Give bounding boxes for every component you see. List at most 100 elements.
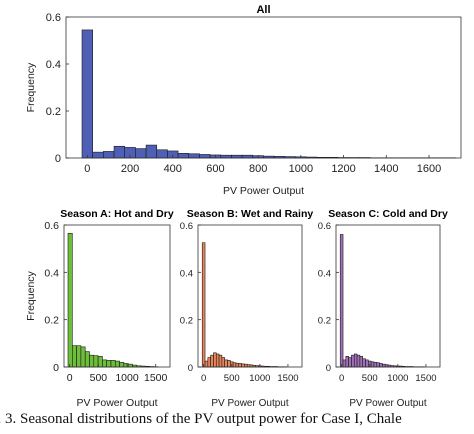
chart-title: All: [256, 4, 270, 16]
histogram-bar: [224, 359, 228, 368]
y-axis-label: Frequency: [25, 62, 37, 112]
x-tick-label: 0: [67, 372, 73, 384]
histogram-bar: [123, 363, 129, 368]
histogram-bar: [373, 361, 378, 368]
x-tick-label: 400: [164, 163, 182, 175]
y-tick-label: 0.6: [44, 220, 59, 232]
y-tick-label: 0.4: [318, 268, 331, 279]
histogram-bar: [238, 363, 242, 368]
x-tick-label: 1000: [115, 372, 139, 384]
y-tick-label: 0: [326, 363, 331, 374]
x-tick-label: 800: [249, 163, 267, 175]
histogram-bar: [231, 154, 243, 159]
histogram-bar: [177, 153, 190, 159]
x-tick-label: 500: [224, 373, 240, 384]
histogram-bar: [232, 362, 237, 368]
histogram-bar: [362, 358, 366, 368]
histogram-bar: [241, 154, 254, 159]
x-axis-label: PV Power Output: [223, 185, 304, 197]
histogram-bar: [145, 144, 158, 159]
axes-frame: [335, 224, 441, 368]
y-tick-label: 0.6: [46, 12, 61, 24]
y-axis-label: Frequency: [25, 270, 37, 320]
x-tick-label: 1500: [277, 373, 298, 384]
histogram-bar: [207, 357, 211, 368]
x-tick-label: 500: [90, 372, 108, 384]
histogram-bar: [227, 360, 231, 368]
histogram-bar: [81, 29, 93, 159]
x-tick-label: 0: [339, 373, 344, 384]
histogram-bar: [72, 345, 77, 368]
histogram-bar: [221, 357, 225, 368]
histogram-bar: [215, 353, 220, 368]
y-tick-label: 0.4: [44, 267, 59, 279]
y-tick-label: 0.4: [46, 59, 61, 71]
x-tick-label: 1400: [374, 163, 398, 175]
histogram-bar: [92, 151, 104, 159]
histogram-bar: [241, 363, 245, 368]
x-tick-label: 1200: [331, 163, 355, 175]
y-tick-label: 0: [53, 362, 59, 374]
histogram-bar: [89, 354, 95, 368]
x-axis-label: PV Power Output: [349, 398, 426, 409]
chart-title: Season B: Wet and Rainy: [187, 208, 314, 220]
y-tick-label: 0.2: [318, 316, 331, 327]
y-tick-label: 0.6: [180, 221, 193, 232]
histogram-bar: [345, 356, 349, 368]
histogram-bar: [127, 363, 133, 368]
x-tick-label: 0: [84, 163, 90, 175]
x-tick-label: 200: [121, 163, 139, 175]
histogram-bar: [201, 242, 206, 368]
histogram-bar: [188, 153, 200, 159]
histogram-bar: [84, 351, 90, 368]
y-tick-label: 0: [55, 153, 61, 165]
x-axis-label: PV Power Output: [211, 398, 288, 409]
x-tick-label: 0: [201, 373, 206, 384]
histogram-bar: [204, 360, 209, 368]
x-tick-label: 500: [362, 373, 378, 384]
histogram-bar: [114, 360, 120, 368]
y-tick-label: 0.2: [180, 316, 193, 327]
histogram-bar: [244, 363, 248, 368]
histogram-bar: [220, 154, 232, 159]
y-tick-label: 0.4: [180, 268, 193, 279]
axes-frame: [63, 224, 171, 368]
histogram-bar: [210, 354, 214, 368]
x-tick-label: 1000: [387, 373, 408, 384]
histogram-bar: [339, 234, 344, 368]
chart-title: Season A: Hot and Dry: [60, 208, 174, 220]
x-tick-label: 1000: [289, 163, 313, 175]
chart-title: Season C: Cold and Dry: [328, 208, 448, 220]
chart-panel-1: 0 200 400 600 800 1000 1200 1400 1600 0 0.2 0.4 0.6 A…: [25, 4, 462, 197]
x-tick-label: 1000: [249, 373, 270, 384]
histogram-bar: [76, 345, 82, 368]
histogram-bar: [376, 362, 380, 368]
histogram-bar: [351, 354, 355, 368]
histogram-bar: [135, 148, 147, 159]
x-tick-label: 1500: [144, 372, 168, 384]
y-tick-label: 0: [188, 363, 193, 374]
histogram-bar: [93, 355, 99, 368]
x-axis-label: PV Power Output: [76, 397, 157, 409]
histogram-bar: [382, 363, 386, 368]
histogram-bar: [342, 359, 347, 368]
x-tick-label: 1600: [417, 163, 441, 175]
y-tick-label: 0.6: [318, 221, 331, 232]
histogram-bar: [213, 352, 217, 368]
histogram-bar: [80, 346, 86, 368]
histogram-bar: [218, 354, 223, 368]
histogram-bar: [119, 361, 125, 368]
histogram-bar: [235, 362, 240, 368]
histogram-bar: [359, 356, 364, 368]
histogram-bar: [113, 145, 126, 159]
axes-frame: [65, 16, 462, 159]
histogram-bar: [348, 357, 352, 368]
histogram-bar: [103, 151, 115, 159]
histogram-bar: [365, 359, 369, 368]
histogram-bar: [353, 353, 358, 368]
y-tick-label: 0.2: [46, 106, 61, 118]
